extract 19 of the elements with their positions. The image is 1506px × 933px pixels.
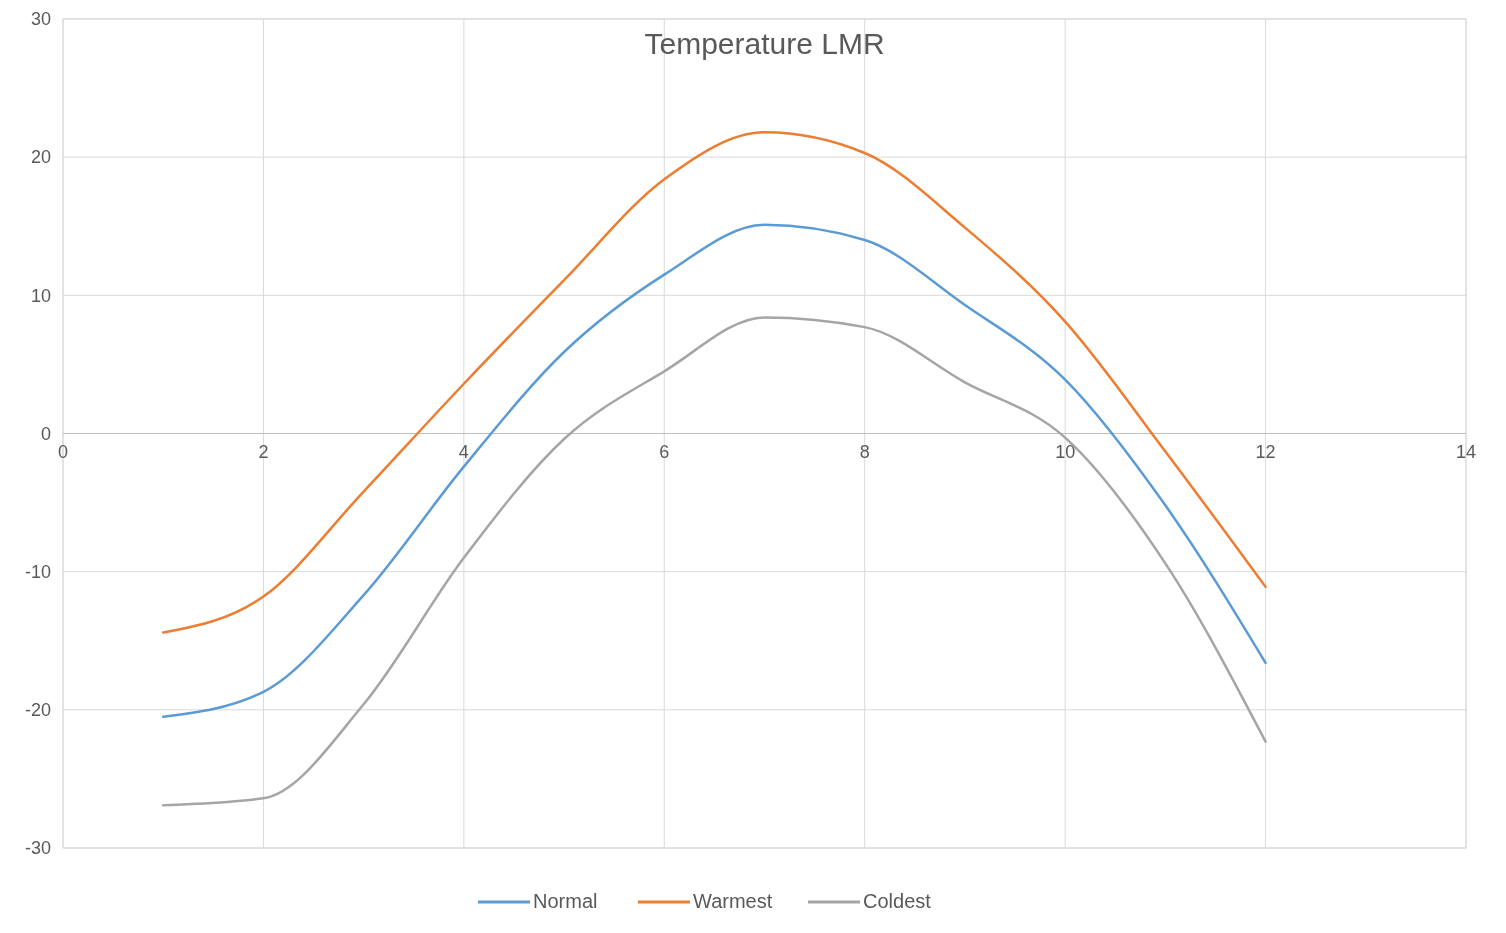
y-tick-label: 20: [30, 147, 51, 168]
x-tick-label: 4: [458, 441, 469, 462]
y-tick-label: 0: [40, 423, 51, 444]
y-tick-label: -20: [24, 700, 51, 721]
x-tick-label: 12: [1255, 441, 1276, 462]
legend-label: Warmest: [693, 890, 773, 912]
x-tick-label: 10: [1055, 441, 1076, 462]
y-tick-label: -10: [24, 561, 51, 582]
chart-title: Temperature LMR: [644, 27, 885, 60]
y-tick-label: -30: [24, 838, 51, 859]
x-tick-label: 14: [1455, 441, 1477, 462]
x-tick-label: 0: [57, 441, 69, 462]
y-tick-label: 30: [30, 9, 51, 30]
x-tick-label: 6: [659, 441, 670, 462]
y-tick-label: 10: [30, 285, 51, 306]
legend-label: Normal: [533, 890, 598, 912]
legend-label: Coldest: [863, 890, 932, 912]
x-tick-label: 8: [859, 441, 870, 462]
x-tick-label: 2: [258, 441, 269, 462]
